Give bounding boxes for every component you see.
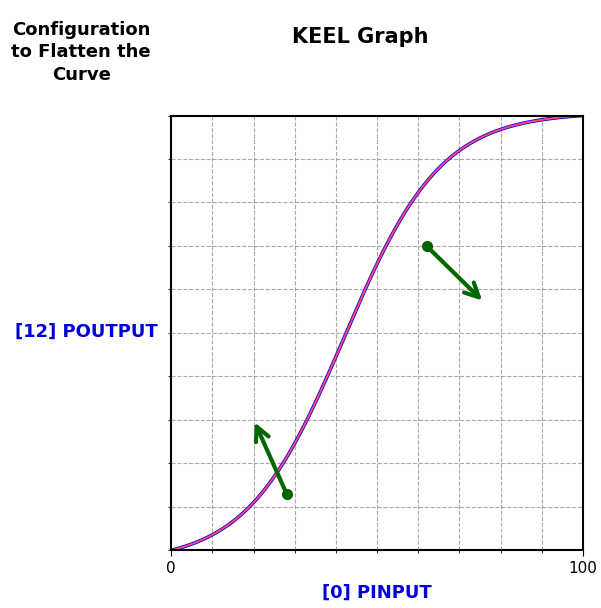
- Text: Configuration
to Flatten the
Curve: Configuration to Flatten the Curve: [11, 21, 151, 84]
- Text: [12] POUTPUT: [12] POUTPUT: [15, 322, 158, 340]
- Text: KEEL Graph: KEEL Graph: [292, 27, 429, 47]
- X-axis label: [0] PINPUT: [0] PINPUT: [322, 584, 432, 602]
